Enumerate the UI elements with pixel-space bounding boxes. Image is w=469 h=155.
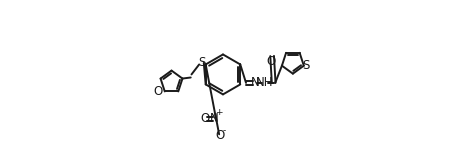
Text: +: +: [215, 108, 222, 117]
Text: -: -: [222, 126, 226, 135]
Text: S: S: [198, 56, 205, 69]
Text: O: O: [266, 55, 275, 68]
Text: O: O: [215, 129, 225, 142]
Text: O: O: [153, 85, 162, 98]
Text: N: N: [210, 113, 219, 126]
Text: N: N: [251, 76, 260, 89]
Text: O: O: [201, 113, 210, 126]
Text: S: S: [303, 59, 310, 72]
Text: NH: NH: [256, 76, 273, 89]
